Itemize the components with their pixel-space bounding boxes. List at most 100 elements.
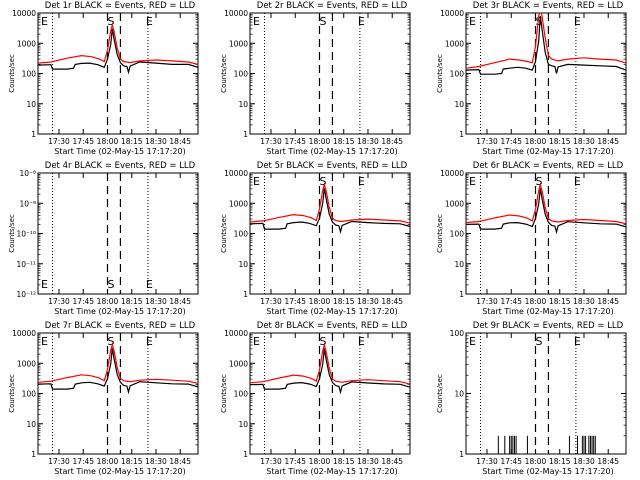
panel-title: Det 4r BLACK = Events, RED = LLD: [45, 161, 196, 171]
x-tick-label: 18:00: [309, 137, 331, 146]
x-tick-label: 18:45: [169, 297, 191, 306]
x-tick-label: 17:45: [72, 297, 94, 306]
y-tick-label: 10: [26, 420, 36, 429]
x-tick-label: 17:45: [500, 457, 522, 466]
y-tick-label: 10⁻¹²: [16, 290, 36, 299]
panel-title: Det 2r BLACK = Events, RED = LLD: [257, 1, 408, 11]
marker-label: E: [41, 335, 48, 348]
marker-label: S: [107, 15, 114, 28]
x-axis-label: Start Time (02-May-15 17:17:20): [482, 467, 613, 476]
y-tick-label: 10⁻⁸: [19, 169, 36, 178]
x-tick-label: 17:30: [476, 137, 498, 146]
marker-label: S: [319, 335, 326, 348]
marker-label: E: [146, 15, 153, 28]
marker-label: E: [358, 335, 365, 348]
lld-series-line: [38, 22, 198, 65]
x-tick-label: 18:15: [121, 457, 143, 466]
panel-title: Det 1r BLACK = Events, RED = LLD: [45, 1, 196, 11]
y-tick-label: 100: [234, 230, 249, 239]
panel-3: Det 3r BLACK = Events, RED = LLD 1 10 100 10…: [436, 1, 627, 156]
x-tick-label: 18:45: [597, 137, 619, 146]
y-tick-label: 1: [243, 130, 248, 139]
y-tick-label: 10000: [224, 329, 248, 338]
x-tick-label: 18:00: [97, 297, 119, 306]
panel-title: Det 3r BLACK = Events, RED = LLD: [473, 1, 624, 11]
marker-label: E: [574, 175, 581, 188]
marker-label: S: [535, 15, 542, 28]
x-tick-label: 18:45: [169, 457, 191, 466]
panel-title: Det 6r BLACK = Events, RED = LLD: [473, 161, 624, 171]
x-tick-label: 18:00: [309, 297, 331, 306]
marker-label: S: [535, 175, 542, 188]
x-tick-label: 17:30: [476, 457, 498, 466]
events-series-line: [38, 348, 198, 395]
x-tick-label: 17:45: [500, 137, 522, 146]
y-tick-label: 1: [243, 290, 248, 299]
marker-label: E: [469, 335, 476, 348]
lld-series-line: [38, 342, 198, 384]
x-tick-label: 17:45: [284, 137, 306, 146]
marker-label: E: [253, 15, 260, 28]
y-tick-label: 1000: [229, 199, 248, 208]
y-tick-label: 10: [454, 260, 464, 269]
marker-label: E: [253, 175, 260, 188]
y-tick-label: 1: [31, 450, 36, 459]
x-tick-label: 18:45: [381, 457, 403, 466]
events-series-line: [466, 15, 626, 75]
y-tick-label: 100: [22, 70, 37, 79]
marker-label: E: [41, 278, 48, 291]
y-tick-label: 100: [234, 70, 249, 79]
events-series-line: [38, 28, 198, 75]
panel-9: Det 9r BLACK = Events, RED = LLD 1 10 100 Co…: [436, 321, 627, 476]
x-tick-label: 17:30: [48, 137, 70, 146]
x-tick-label: 17:30: [48, 457, 70, 466]
y-tick-label: 10: [26, 100, 36, 109]
x-axis-label: Start Time (02-May-15 17:17:20): [266, 147, 397, 156]
x-tick-label: 18:45: [381, 137, 403, 146]
marker-label: E: [146, 335, 153, 348]
events-series-line: [466, 188, 626, 235]
x-tick-label: 18:15: [121, 297, 143, 306]
y-tick-label: 100: [450, 70, 465, 79]
y-tick-label: 1000: [445, 39, 464, 48]
panel-1: Det 1r BLACK = Events, RED = LLD 1 10 100 10…: [8, 1, 199, 156]
panel-title: Det 7r BLACK = Events, RED = LLD: [45, 321, 196, 331]
x-axis-label: Start Time (02-May-15 17:17:20): [482, 307, 613, 316]
y-axis-label: Counts/sec: [8, 374, 16, 413]
x-tick-label: 18:30: [573, 137, 595, 146]
y-axis-label: Counts/sec: [8, 54, 16, 93]
panel-6: Det 6r BLACK = Events, RED = LLD 1 10 100 10…: [436, 161, 627, 316]
x-tick-label: 18:45: [597, 297, 619, 306]
x-tick-label: 17:45: [500, 297, 522, 306]
x-axis-label: Start Time (02-May-15 17:17:20): [266, 307, 397, 316]
events-series-line: [250, 187, 410, 235]
marker-label: E: [253, 335, 260, 348]
x-tick-label: 18:15: [333, 297, 355, 306]
panel-title: Det 8r BLACK = Events, RED = LLD: [257, 321, 408, 331]
marker-label: E: [469, 15, 476, 28]
events-series-line: [250, 348, 410, 395]
x-tick-label: 17:45: [72, 137, 94, 146]
x-tick-label: 17:30: [260, 137, 282, 146]
x-tick-label: 18:15: [333, 137, 355, 146]
panel-5: Det 5r BLACK = Events, RED = LLD 1 10 100 10…: [220, 161, 411, 316]
x-tick-label: 18:30: [145, 457, 167, 466]
y-tick-label: 1: [459, 290, 464, 299]
y-tick-label: 1000: [17, 359, 36, 368]
y-tick-label: 10⁻¹⁰: [16, 230, 36, 239]
lld-series-line: [466, 182, 626, 225]
marker-label: E: [41, 15, 48, 28]
y-tick-label: 10000: [12, 9, 36, 18]
marker-label: S: [107, 335, 114, 348]
x-tick-label: 18:30: [573, 297, 595, 306]
x-tick-label: 17:30: [260, 297, 282, 306]
y-tick-label: 1: [459, 450, 464, 459]
x-axis-label: Start Time (02-May-15 17:17:20): [54, 307, 185, 316]
x-tick-label: 18:15: [549, 137, 571, 146]
x-tick-label: 18:15: [549, 297, 571, 306]
lld-series-line: [250, 342, 410, 385]
x-tick-label: 18:30: [145, 137, 167, 146]
y-tick-label: 10000: [440, 169, 464, 178]
marker-label: S: [107, 278, 114, 291]
y-tick-label: 1: [31, 130, 36, 139]
